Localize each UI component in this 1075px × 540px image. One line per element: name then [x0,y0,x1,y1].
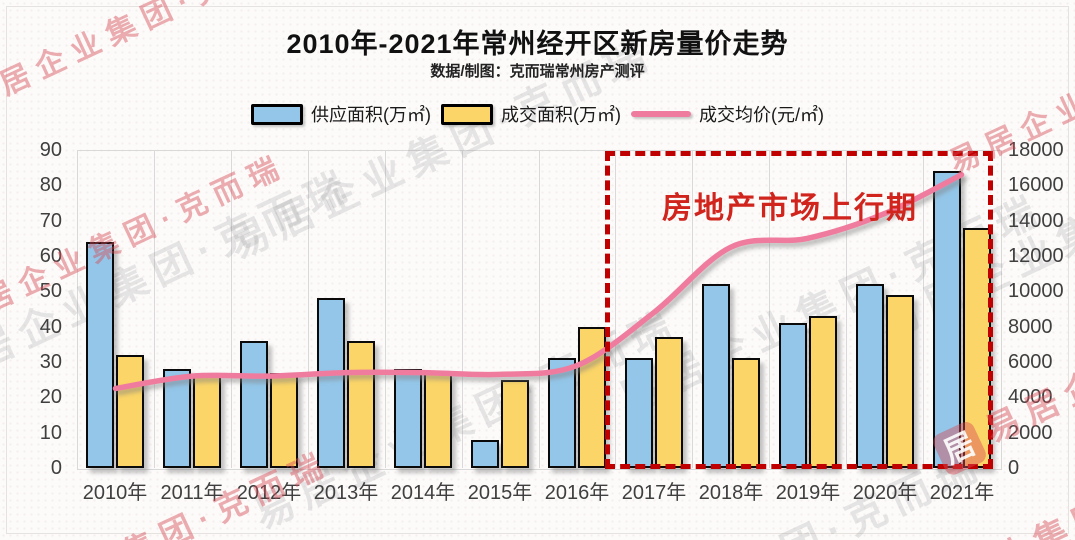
supply-bar [625,358,653,468]
x-axis-label: 2012年 [236,482,302,504]
chart-subtitle: 数据/制图：克而瑞常州房产测评 [430,63,645,80]
y-axis-tick-left: 70 [39,210,62,232]
transaction-bar [501,380,529,468]
transaction-bar [347,341,375,468]
supply-bar [933,171,961,468]
supply-bar [163,369,191,468]
x-axis-label: 2014年 [390,482,456,504]
transaction-bar [886,295,914,468]
supply-bar [471,440,499,468]
x-axis-label: 2011年 [160,482,224,504]
vertical-gridline [615,150,616,468]
transaction-bar [270,373,298,468]
y-axis-tick-right: 6000 [1008,351,1053,373]
vertical-gridline [308,150,309,468]
supply-bar [317,298,345,468]
supply-bar [240,341,268,468]
legend-label-supply: 供应面积(万㎡) [311,105,431,125]
legend-label-transaction: 成交面积(万㎡) [501,105,621,125]
transaction-swatch-icon [441,103,493,125]
legend-item-supply: 供应面积(万㎡) [251,101,431,127]
y-axis-tick-right: 14000 [1008,210,1064,232]
transaction-bar [809,316,837,468]
legend-item-transaction: 成交面积(万㎡) [441,101,621,127]
y-axis-tick-left: 20 [39,386,62,408]
transaction-bar [578,327,606,468]
y-axis-tick-right: 0 [1008,457,1020,479]
vertical-gridline [231,150,232,468]
transaction-bar [193,376,221,468]
supply-swatch-icon [251,103,303,125]
y-axis-tick-left: 60 [39,245,62,267]
transaction-bar [732,358,760,468]
vertical-gridline [923,150,924,468]
y-axis-tick-right: 8000 [1008,316,1053,338]
transaction-bar [424,373,452,468]
legend-item-price: 成交均价(元/㎡) [631,101,824,127]
supply-bar [702,284,730,468]
y-axis-tick-right: 16000 [1008,174,1064,196]
x-axis-label: 2019年 [775,482,841,504]
y-axis-tick-right: 10000 [1008,280,1064,302]
transaction-bar [116,355,144,468]
x-axis-label: 2018年 [698,482,764,504]
uptrend-annotation: 房地产市场上行期 [662,192,918,225]
price-line-swatch-icon [631,111,691,117]
x-axis-label: 2010年 [82,482,148,504]
supply-bar [394,369,422,468]
y-axis-tick-left: 90 [39,139,62,161]
legend-label-price: 成交均价(元/㎡) [699,105,824,125]
supply-bar [856,284,884,468]
vertical-gridline [385,150,386,468]
y-axis-tick-left: 30 [39,351,62,373]
y-axis-tick-left: 10 [39,422,62,444]
y-axis-tick-right: 2000 [1008,422,1053,444]
y-axis-tick-left: 0 [50,457,62,479]
y-axis-tick-left: 80 [39,174,62,196]
y-axis-tick-right: 18000 [1008,139,1064,161]
y-axis-tick-left: 40 [39,316,62,338]
transaction-bar [655,337,683,468]
y-axis-tick-left: 50 [39,280,62,302]
vertical-gridline [462,150,463,468]
x-axis-label: 2021年 [929,482,995,504]
x-axis-label: 2015年 [467,482,533,504]
x-axis-label: 2020年 [852,482,918,504]
supply-bar [779,323,807,468]
transaction-bar [963,228,991,468]
legend: 供应面积(万㎡) 成交面积(万㎡) 成交均价(元/㎡) [0,101,1075,127]
y-axis-tick-right: 12000 [1008,245,1064,267]
supply-bar [548,358,576,468]
chart-title: 2010年-2021年常州经开区新房量价走势 [286,29,789,59]
vertical-gridline [154,150,155,468]
y-axis-tick-right: 4000 [1008,386,1053,408]
x-axis-label: 2013年 [313,482,379,504]
x-axis-label: 2016年 [544,482,610,504]
vertical-gridline [539,150,540,468]
x-axis-label: 2017年 [621,482,687,504]
supply-bar [86,242,114,468]
